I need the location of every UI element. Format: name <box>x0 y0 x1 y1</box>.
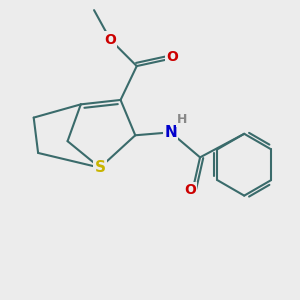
Text: O: O <box>166 50 178 64</box>
Text: O: O <box>184 183 196 197</box>
Text: S: S <box>94 160 105 175</box>
Text: N: N <box>164 125 177 140</box>
Text: O: O <box>104 33 116 46</box>
Text: H: H <box>177 113 188 127</box>
